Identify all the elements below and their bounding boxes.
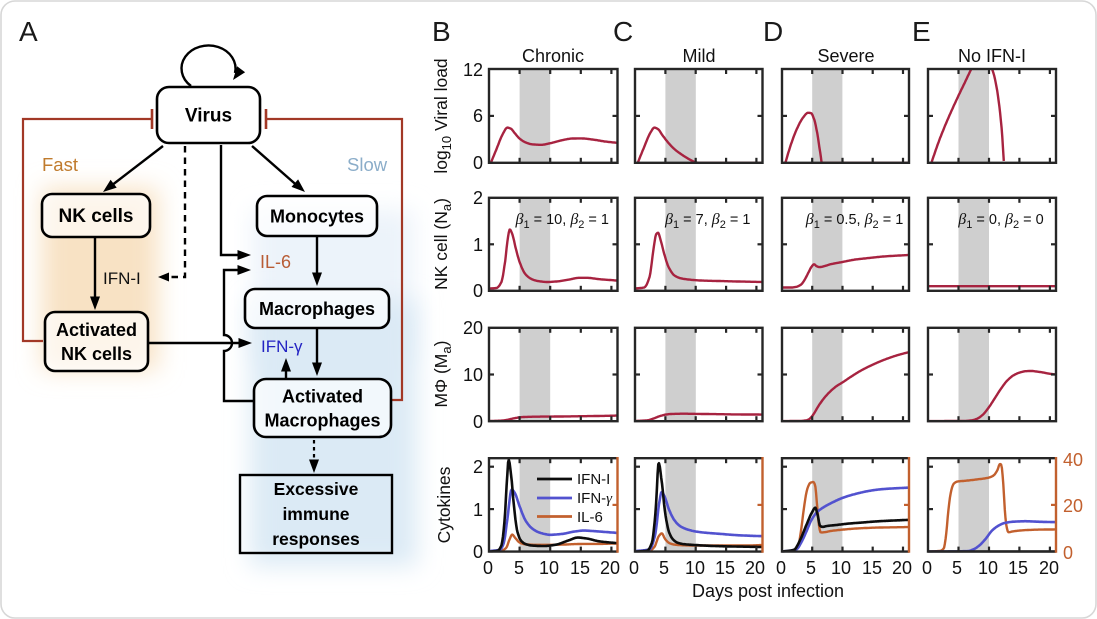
svg-text:β1 = 10, β2 = 1: β1 = 10, β2 = 1 xyxy=(515,211,610,231)
svg-text:Fast: Fast xyxy=(42,154,78,175)
svg-text:20: 20 xyxy=(745,558,765,578)
svg-text:0: 0 xyxy=(922,558,932,578)
svg-text:MΦ (Ma): MΦ (Ma) xyxy=(431,341,454,408)
svg-text:5: 5 xyxy=(806,558,816,578)
svg-text:5: 5 xyxy=(514,558,524,578)
svg-text:10: 10 xyxy=(463,365,483,385)
svg-text:1: 1 xyxy=(473,235,483,255)
svg-text:0: 0 xyxy=(473,153,483,173)
svg-text:20: 20 xyxy=(892,558,912,578)
svg-text:E: E xyxy=(912,16,931,47)
svg-text:IFN-I: IFN-I xyxy=(103,269,141,288)
svg-text:0: 0 xyxy=(473,281,483,301)
svg-text:IFN-I: IFN-I xyxy=(577,471,610,488)
svg-text:A: A xyxy=(19,16,38,47)
svg-text:Macrophages: Macrophages xyxy=(259,299,375,319)
svg-text:10: 10 xyxy=(539,558,559,578)
svg-text:Severe: Severe xyxy=(817,46,874,66)
svg-text:0: 0 xyxy=(473,542,483,562)
svg-text:NK cells: NK cells xyxy=(59,206,134,227)
svg-text:log10 Viral load: log10 Viral load xyxy=(431,58,454,173)
svg-text:0: 0 xyxy=(1063,543,1073,563)
svg-text:15: 15 xyxy=(715,558,735,578)
svg-text:NK cell (Na): NK cell (Na) xyxy=(431,198,454,290)
svg-text:10: 10 xyxy=(685,558,705,578)
svg-text:β1 = 0.5, β2 = 1: β1 = 0.5, β2 = 1 xyxy=(805,211,904,231)
svg-text:1: 1 xyxy=(473,500,483,520)
svg-text:responses: responses xyxy=(272,529,360,549)
svg-text:Monocytes: Monocytes xyxy=(270,206,364,226)
svg-text:IFN-γ: IFN-γ xyxy=(577,490,613,507)
svg-text:20: 20 xyxy=(1063,496,1083,516)
svg-text:10: 10 xyxy=(978,558,998,578)
svg-text:20: 20 xyxy=(463,318,483,338)
svg-text:Macrophages: Macrophages xyxy=(264,410,380,430)
svg-text:B: B xyxy=(432,16,451,47)
svg-text:15: 15 xyxy=(862,558,882,578)
svg-text:40: 40 xyxy=(1063,450,1083,470)
svg-text:IL-6: IL-6 xyxy=(577,509,603,526)
svg-text:20: 20 xyxy=(600,558,620,578)
svg-text:Activated: Activated xyxy=(56,320,137,340)
svg-text:0: 0 xyxy=(483,558,493,578)
svg-text:β1 = 7, β2 = 1: β1 = 7, β2 = 1 xyxy=(664,211,750,231)
svg-text:5: 5 xyxy=(952,558,962,578)
svg-text:0: 0 xyxy=(629,558,639,578)
svg-text:IFN-γ: IFN-γ xyxy=(261,337,303,356)
svg-text:Chronic: Chronic xyxy=(522,46,584,66)
svg-text:Excessive: Excessive xyxy=(274,479,359,499)
svg-text:IL-6: IL-6 xyxy=(260,252,291,272)
svg-text:15: 15 xyxy=(1008,558,1028,578)
svg-text:10: 10 xyxy=(831,558,851,578)
svg-text:C: C xyxy=(613,16,633,47)
svg-text:Days post infection: Days post infection xyxy=(692,581,844,601)
svg-text:β1 = 0, β2 = 0: β1 = 0, β2 = 0 xyxy=(957,211,1043,231)
svg-text:12: 12 xyxy=(463,60,483,80)
svg-text:2: 2 xyxy=(473,188,483,208)
svg-text:Slow: Slow xyxy=(347,154,388,175)
svg-text:No IFN-I: No IFN-I xyxy=(958,46,1026,66)
svg-text:6: 6 xyxy=(473,106,483,126)
svg-text:0: 0 xyxy=(473,412,483,432)
svg-text:Mild: Mild xyxy=(682,46,715,66)
svg-text:2: 2 xyxy=(473,457,483,477)
svg-text:Virus: Virus xyxy=(185,106,232,127)
svg-text:Cytokines: Cytokines xyxy=(434,466,454,543)
svg-text:NK cells: NK cells xyxy=(61,344,132,364)
svg-text:immune: immune xyxy=(282,504,349,524)
svg-text:5: 5 xyxy=(659,558,669,578)
svg-text:0: 0 xyxy=(776,558,786,578)
svg-text:15: 15 xyxy=(570,558,590,578)
svg-text:20: 20 xyxy=(1039,558,1059,578)
svg-text:Activated: Activated xyxy=(282,386,363,406)
svg-text:D: D xyxy=(763,16,783,47)
